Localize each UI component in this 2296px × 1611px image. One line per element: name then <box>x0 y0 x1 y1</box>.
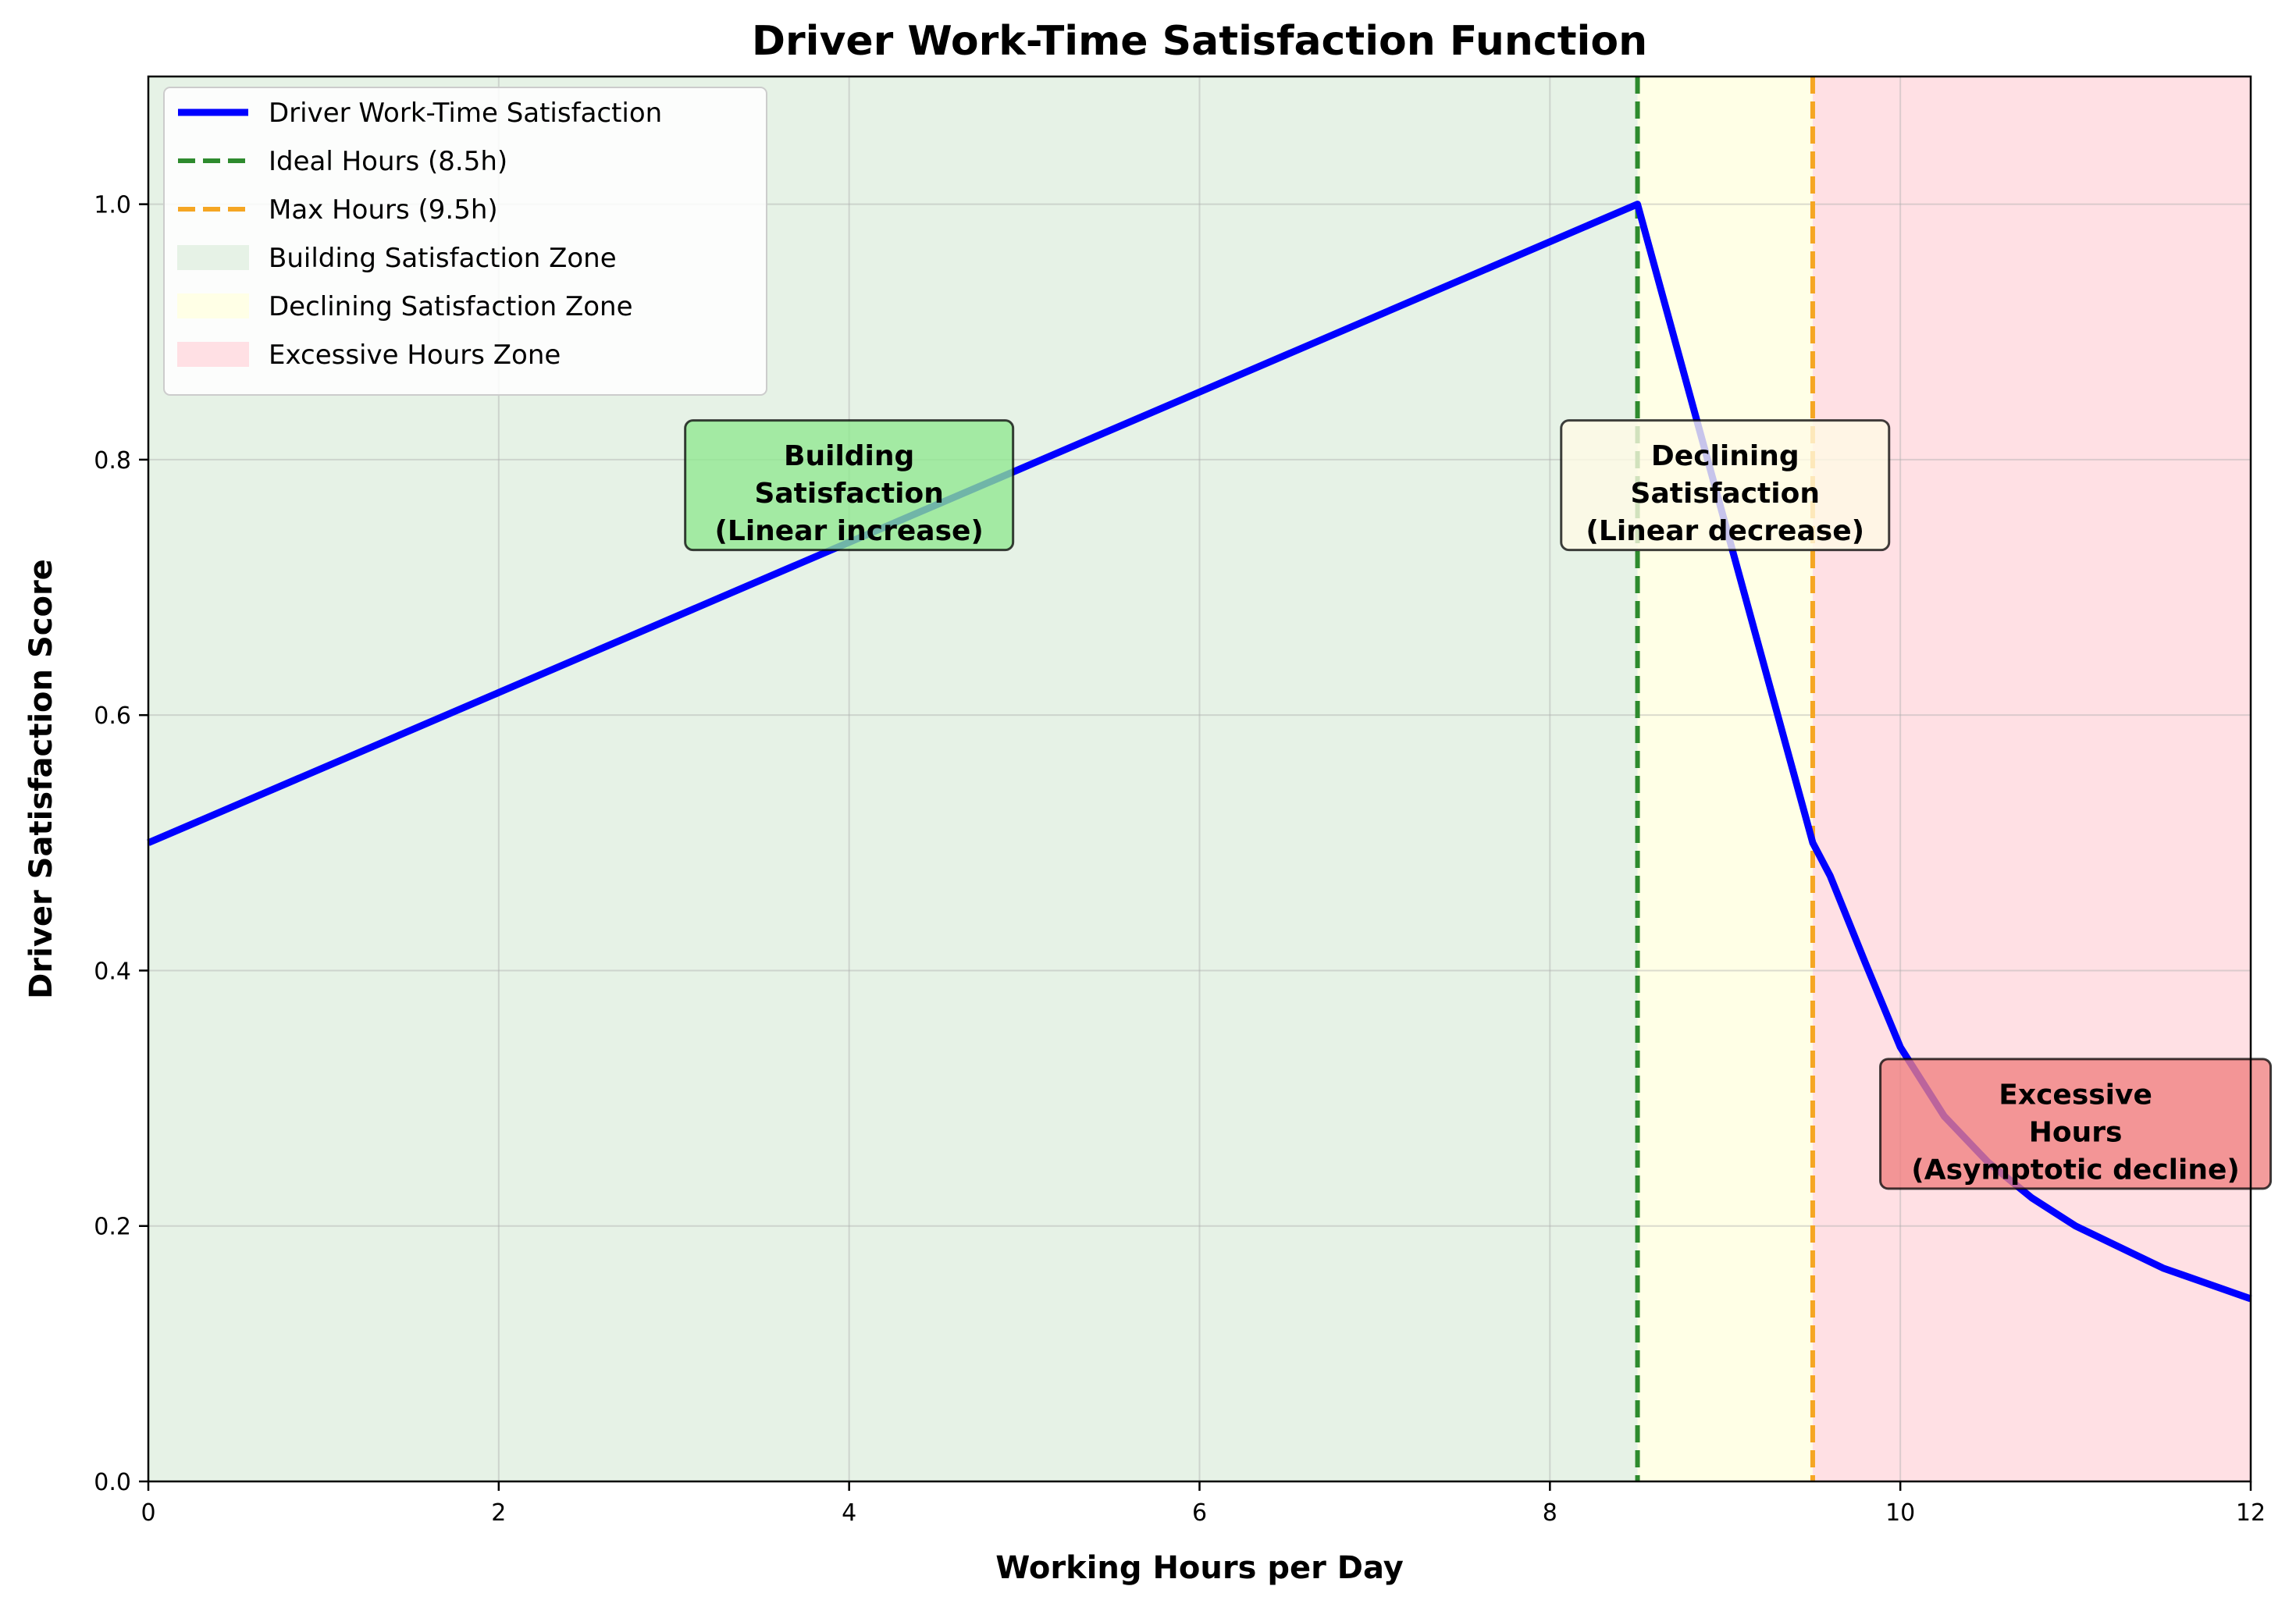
y-axis-title: Driver Satisfaction Score <box>23 559 59 999</box>
annotation-box-0 <box>684 419 1015 552</box>
annotation-2: Excessive Hours (Asymptotic decline) <box>1879 1058 2273 1190</box>
annotation-text-1-2: (Linear decrease) <box>1586 515 1864 547</box>
annotation-box-1 <box>1560 419 1891 552</box>
x-tick-label-0: 0 <box>141 1499 155 1527</box>
legend-item-0: Driver Work-Time Satisfaction <box>178 98 662 129</box>
chart-title: Driver Work-Time Satisfaction Function <box>752 18 1647 65</box>
legend-label-0: Driver Work-Time Satisfaction <box>269 98 662 129</box>
y-tick-label-1: 0.2 <box>94 1214 131 1241</box>
y-tick-label-2: 0.4 <box>94 958 131 985</box>
annotation-text-2-1: Hours <box>2029 1116 2123 1148</box>
annotation-box-2 <box>1879 1058 2273 1190</box>
legend-item-2: Max Hours (9.5h) <box>178 194 498 226</box>
y-tick-label-4: 0.8 <box>94 447 131 475</box>
annotation-text-2-0: Excessive <box>1999 1079 2152 1111</box>
legend-label-5: Excessive Hours Zone <box>269 340 561 371</box>
legend-item-5: Excessive Hours Zone <box>177 340 561 371</box>
x-tick-label-4: 8 <box>1543 1499 1557 1527</box>
ticks-layer: 0 2 4 6 8 10 12 0.0 0.2 0.4 0.6 0.8 1.0 <box>94 192 2266 1527</box>
legend-label-3: Building Satisfaction Zone <box>269 243 617 274</box>
annotation-text-0-1: Satisfaction <box>754 478 943 510</box>
annotation-text-0-0: Building <box>784 440 914 472</box>
legend-swatch-4 <box>177 293 249 318</box>
x-tick-label-3: 6 <box>1192 1499 1207 1527</box>
y-tick-label-0: 0.0 <box>94 1469 131 1496</box>
legend-item-3: Building Satisfaction Zone <box>177 243 617 274</box>
annotations-layer: Building Satisfaction (Linear increase) Dec… <box>684 419 2273 1190</box>
annotation-text-2-2: (Asymptotic decline) <box>1911 1154 2240 1186</box>
legend-label-4: Declining Satisfaction Zone <box>269 291 633 322</box>
x-tick-label-2: 4 <box>842 1499 856 1527</box>
zone-2 <box>1812 76 2251 1481</box>
reference-lines-layer <box>1635 76 1815 1481</box>
annotation-text-0-2: (Linear increase) <box>714 515 983 547</box>
annotation-1: Declining Satisfaction (Linear decrease) <box>1560 419 1891 552</box>
annotation-0: Building Satisfaction (Linear increase) <box>684 419 1015 552</box>
legend-swatch-3 <box>177 245 249 270</box>
legend-item-1: Ideal Hours (8.5h) <box>178 146 507 177</box>
annotation-text-1-0: Declining <box>1651 440 1799 472</box>
x-tick-label-5: 10 <box>1885 1499 1915 1527</box>
legend-label-2: Max Hours (9.5h) <box>269 194 498 226</box>
legend-box <box>163 87 767 396</box>
legend: Driver Work-Time Satisfaction Ideal Hours… <box>163 87 767 396</box>
y-tick-label-3: 0.6 <box>94 702 131 730</box>
x-tick-label-1: 2 <box>491 1499 506 1527</box>
legend-swatch-5 <box>177 342 249 367</box>
legend-label-1: Ideal Hours (8.5h) <box>269 146 507 177</box>
x-tick-label-6: 12 <box>2236 1499 2266 1527</box>
y-tick-label-5: 1.0 <box>94 192 131 219</box>
annotation-text-1-1: Satisfaction <box>1631 478 1820 510</box>
x-axis-title: Working Hours per Day <box>995 1550 1404 1586</box>
legend-item-4: Declining Satisfaction Zone <box>177 291 633 322</box>
